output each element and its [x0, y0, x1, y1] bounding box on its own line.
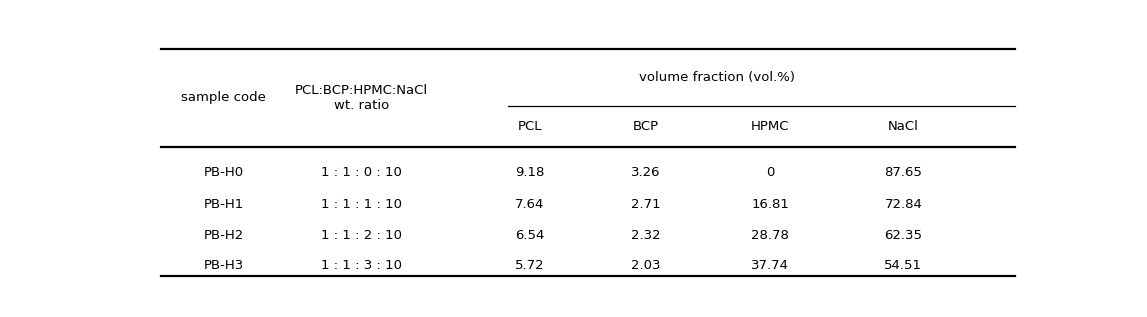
Text: 2.03: 2.03 — [631, 259, 661, 272]
Text: PB-H3: PB-H3 — [203, 259, 243, 272]
Text: sample code: sample code — [181, 91, 266, 104]
Text: 72.84: 72.84 — [884, 197, 922, 210]
Text: 9.18: 9.18 — [515, 166, 545, 179]
Text: 28.78: 28.78 — [751, 229, 789, 242]
Text: PCL: PCL — [517, 120, 543, 133]
Text: 87.65: 87.65 — [884, 166, 922, 179]
Text: PB-H1: PB-H1 — [203, 197, 243, 210]
Text: 6.54: 6.54 — [515, 229, 545, 242]
Text: BCP: BCP — [632, 120, 658, 133]
Text: PB-H0: PB-H0 — [203, 166, 243, 179]
Text: 0: 0 — [766, 166, 774, 179]
Text: 1 : 1 : 1 : 10: 1 : 1 : 1 : 10 — [321, 197, 401, 210]
Text: 1 : 1 : 3 : 10: 1 : 1 : 3 : 10 — [321, 259, 401, 272]
Text: HPMC: HPMC — [751, 120, 789, 133]
Text: 2.32: 2.32 — [631, 229, 661, 242]
Text: 5.72: 5.72 — [515, 259, 545, 272]
Text: 7.64: 7.64 — [515, 197, 545, 210]
Text: 1 : 1 : 0 : 10: 1 : 1 : 0 : 10 — [321, 166, 401, 179]
Text: 62.35: 62.35 — [884, 229, 922, 242]
Text: 1 : 1 : 2 : 10: 1 : 1 : 2 : 10 — [321, 229, 401, 242]
Text: PCL:BCP:HPMC:NaCl
wt. ratio: PCL:BCP:HPMC:NaCl wt. ratio — [295, 84, 428, 112]
Text: PB-H2: PB-H2 — [203, 229, 243, 242]
Text: 54.51: 54.51 — [884, 259, 922, 272]
Text: volume fraction (vol.%): volume fraction (vol.%) — [639, 71, 795, 84]
Text: 3.26: 3.26 — [631, 166, 661, 179]
Text: 2.71: 2.71 — [631, 197, 661, 210]
Text: 37.74: 37.74 — [751, 259, 789, 272]
Text: 16.81: 16.81 — [751, 197, 789, 210]
Text: NaCl: NaCl — [888, 120, 919, 133]
